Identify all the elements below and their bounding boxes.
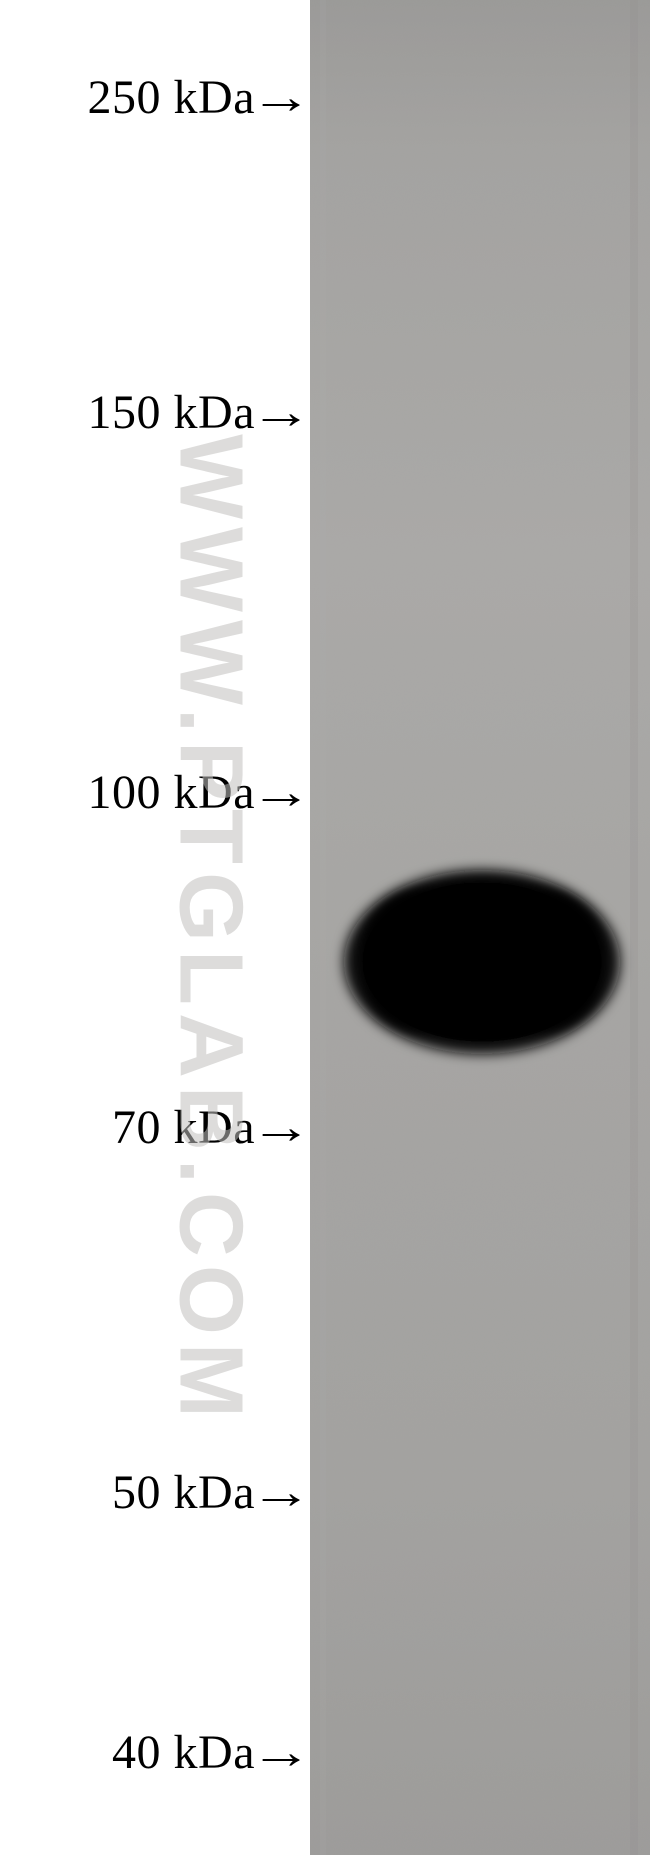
mw-marker-label: 50 kDa (112, 1465, 255, 1520)
arrow-right-icon: → (250, 769, 312, 817)
blot-background (310, 0, 650, 1855)
mw-marker-label: 40 kDa (112, 1725, 255, 1780)
molecular-weight-labels-column: 250 kDa→150 kDa→100 kDa→70 kDa→50 kDa→40… (0, 0, 310, 1855)
mw-marker-150-kda: 150 kDa→ (88, 385, 305, 440)
mw-marker-40-kda: 40 kDa→ (112, 1725, 305, 1780)
mw-marker-label: 100 kDa (88, 765, 255, 820)
protein-band (344, 870, 620, 1054)
blot-lane (310, 0, 650, 1855)
arrow-right-icon: → (250, 1469, 312, 1517)
arrow-right-icon: → (250, 74, 312, 122)
mw-marker-50-kda: 50 kDa→ (112, 1465, 305, 1520)
arrow-right-icon: → (250, 1104, 312, 1152)
mw-marker-label: 250 kDa (88, 70, 255, 125)
arrow-right-icon: → (250, 1729, 312, 1777)
mw-marker-70-kda: 70 kDa→ (112, 1100, 305, 1155)
arrow-right-icon: → (250, 389, 312, 437)
mw-marker-250-kda: 250 kDa→ (88, 70, 305, 125)
mw-marker-label: 70 kDa (112, 1100, 255, 1155)
mw-marker-label: 150 kDa (88, 385, 255, 440)
mw-marker-100-kda: 100 kDa→ (88, 765, 305, 820)
western-blot-figure: 250 kDa→150 kDa→100 kDa→70 kDa→50 kDa→40… (0, 0, 650, 1855)
